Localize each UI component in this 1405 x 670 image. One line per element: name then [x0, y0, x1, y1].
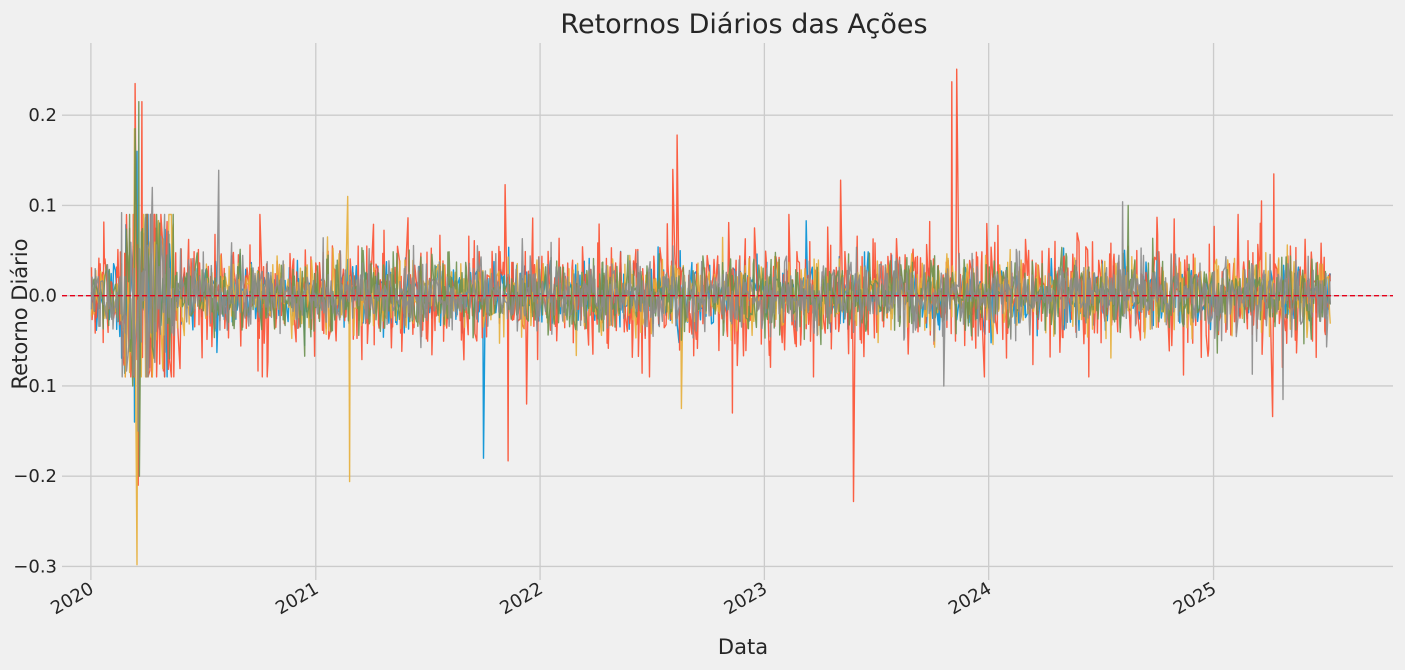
- chart-title: Retornos Diários das Ações: [560, 9, 927, 40]
- series-line-5: [90, 169, 1331, 432]
- y-tick-label: 0.0: [28, 286, 57, 307]
- y-tick-label: −0.2: [13, 466, 57, 487]
- y-axis-ticks: 0.2 0.1 0.0 −0.1 −0.2 −0.3: [13, 105, 57, 577]
- y-tick-label: 0.1: [28, 195, 57, 216]
- y-tick-label: −0.3: [13, 556, 57, 577]
- y-axis-title: Retorno Diário: [8, 239, 32, 390]
- y-tick-label: −0.1: [13, 376, 57, 397]
- y-tick-label: 0.2: [28, 105, 57, 126]
- series-group: [90, 68, 1331, 566]
- x-axis-title: Data: [718, 635, 768, 659]
